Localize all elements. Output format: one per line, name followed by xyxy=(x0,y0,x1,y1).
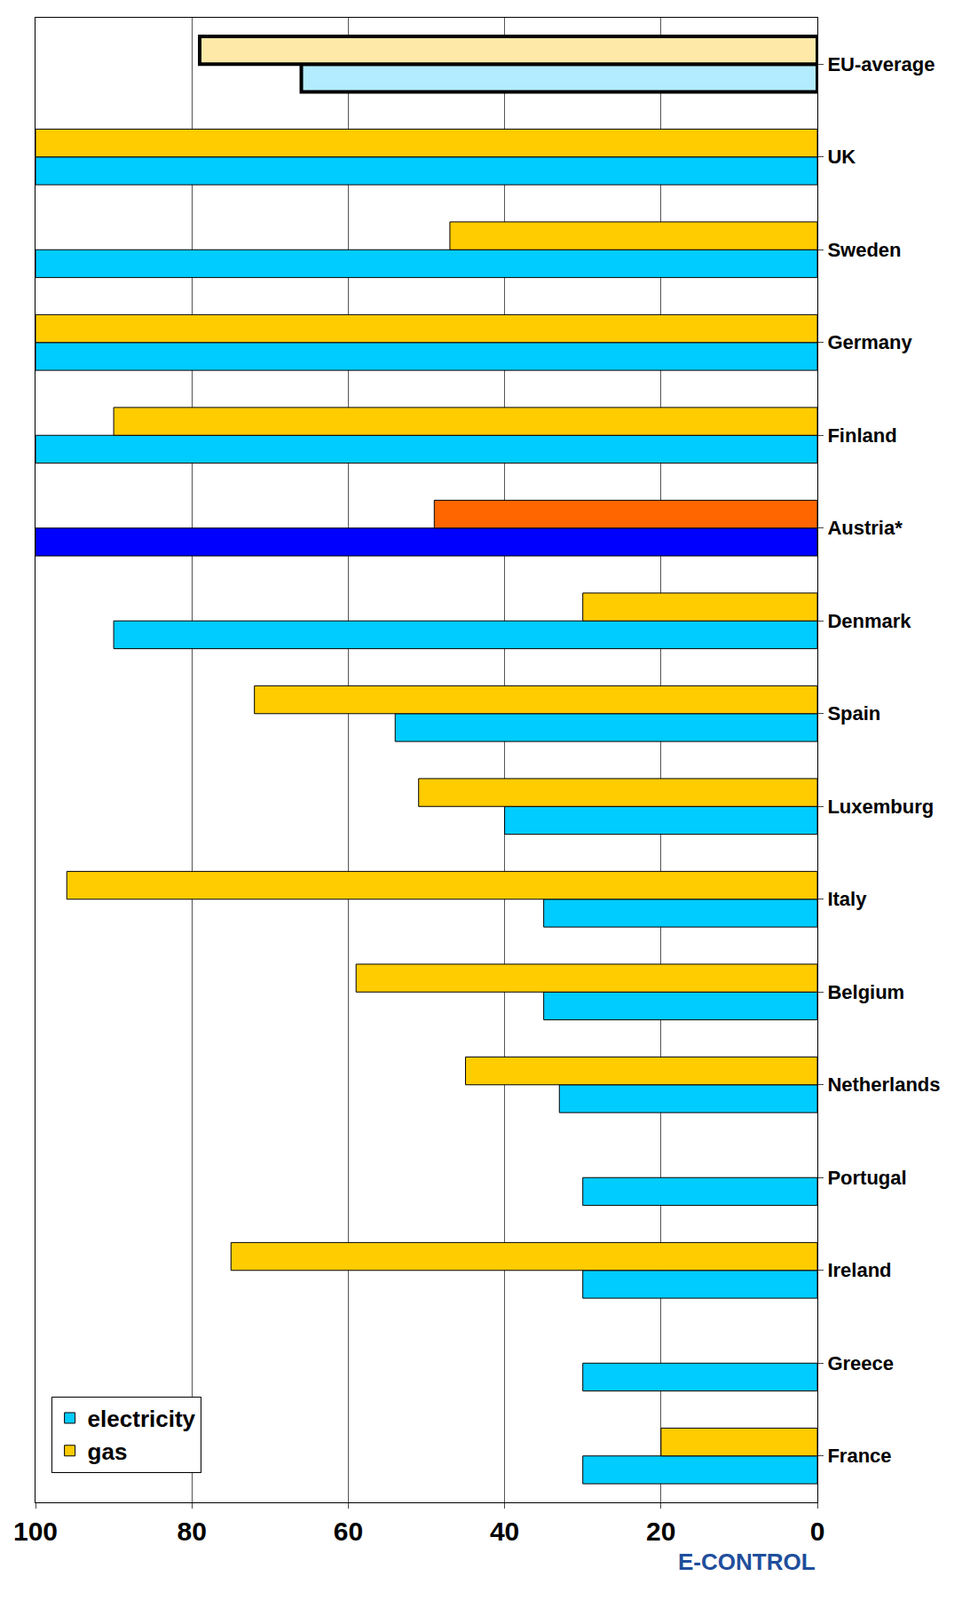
svg-text:Ireland: Ireland xyxy=(827,1258,892,1281)
svg-text:Italy: Italy xyxy=(827,887,868,910)
svg-text:Belgium: Belgium xyxy=(827,980,905,1003)
svg-text:40: 40 xyxy=(489,1515,520,1546)
svg-text:E-CONTROL: E-CONTROL xyxy=(678,1547,816,1575)
svg-text:100: 100 xyxy=(13,1515,58,1546)
svg-text:Austria*: Austria* xyxy=(827,516,903,539)
svg-text:electricity: electricity xyxy=(87,1404,197,1432)
svg-text:80: 80 xyxy=(177,1515,207,1546)
svg-text:Denmark: Denmark xyxy=(827,609,912,632)
svg-text:Germany: Germany xyxy=(827,331,913,354)
svg-text:60: 60 xyxy=(333,1515,363,1546)
svg-text:Luxemburg: Luxemburg xyxy=(827,795,934,818)
svg-text:0: 0 xyxy=(810,1515,826,1546)
svg-text:gas: gas xyxy=(87,1437,128,1465)
svg-text:Netherlands: Netherlands xyxy=(827,1072,940,1096)
svg-text:Portugal: Portugal xyxy=(827,1166,907,1189)
svg-text:20: 20 xyxy=(646,1515,676,1546)
svg-text:France: France xyxy=(827,1443,892,1467)
svg-text:UK: UK xyxy=(827,145,856,168)
svg-text:Spain: Spain xyxy=(827,701,881,725)
svg-text:Greece: Greece xyxy=(827,1351,894,1374)
svg-text:EU-average: EU-average xyxy=(827,53,935,76)
svg-text:Sweden: Sweden xyxy=(827,238,901,261)
svg-text:Finland: Finland xyxy=(827,424,897,447)
